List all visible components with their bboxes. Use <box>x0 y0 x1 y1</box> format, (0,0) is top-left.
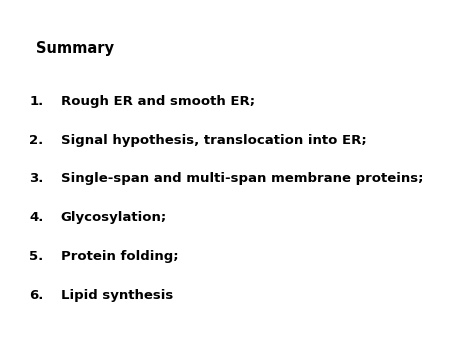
Text: Signal hypothesis, translocation into ER;: Signal hypothesis, translocation into ER… <box>61 134 366 146</box>
Text: 2.: 2. <box>29 134 44 146</box>
Text: Rough ER and smooth ER;: Rough ER and smooth ER; <box>61 95 255 107</box>
Text: Protein folding;: Protein folding; <box>61 250 178 263</box>
Text: Glycosylation;: Glycosylation; <box>61 211 167 224</box>
Text: 6.: 6. <box>29 289 44 302</box>
Text: 1.: 1. <box>29 95 44 107</box>
Text: Lipid synthesis: Lipid synthesis <box>61 289 173 302</box>
Text: 3.: 3. <box>29 172 44 185</box>
Text: 5.: 5. <box>29 250 44 263</box>
Text: 4.: 4. <box>29 211 44 224</box>
Text: Summary: Summary <box>36 41 114 55</box>
Text: Single-span and multi-span membrane proteins;: Single-span and multi-span membrane prot… <box>61 172 423 185</box>
